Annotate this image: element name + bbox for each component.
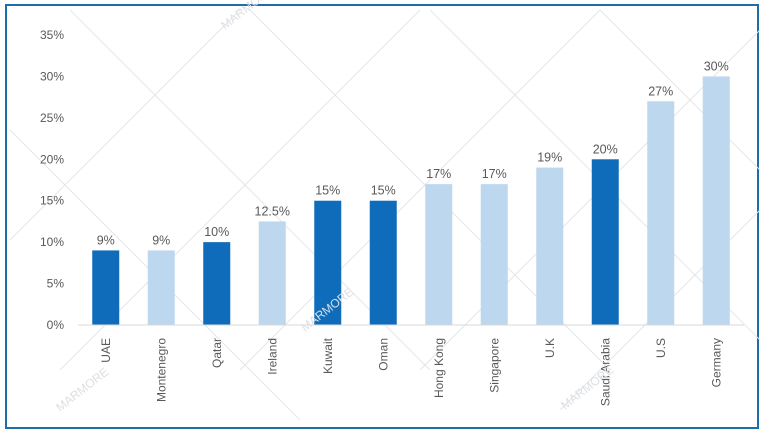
x-tick-label: Hong Kong (432, 338, 446, 398)
x-tick-label: Ireland (265, 338, 279, 375)
x-tick-label: Kuwait (321, 337, 335, 374)
y-axis: 0% 5% 10% 15% 20% 25% 30% 35% (40, 28, 64, 332)
bar (369, 200, 397, 325)
data-label: 12.5% (255, 204, 290, 218)
bar (147, 250, 175, 325)
y-tick-label: 0% (47, 318, 65, 332)
bar (203, 242, 231, 325)
x-tick-label: Montenegro (154, 338, 168, 402)
x-axis: UAE Montenegro Qatar Ireland Kuwait Oman Hong … (78, 324, 744, 406)
x-tick-label: Qatar (210, 338, 224, 368)
bar (591, 159, 619, 325)
data-label: 10% (204, 225, 229, 239)
y-tick-label: 20% (40, 152, 64, 166)
bar (702, 76, 730, 325)
x-tick-label: U.S (654, 338, 668, 358)
bar (536, 167, 564, 325)
bar (480, 184, 508, 325)
y-tick-label: 35% (40, 28, 64, 42)
bar (314, 200, 342, 325)
x-tick-label: U.K (543, 338, 557, 358)
y-tick-label: 15% (40, 194, 64, 208)
x-tick-label: Germany (709, 338, 723, 387)
data-labels: 9% 9% 10% 12.5% 15% 15% 17% 17% 19% 20% 27% 30% (97, 59, 729, 247)
data-label: 20% (593, 142, 618, 156)
data-label: 27% (648, 84, 673, 98)
bar (92, 250, 120, 325)
data-label: 30% (704, 59, 729, 73)
y-tick-label: 25% (40, 111, 64, 125)
bar (647, 101, 675, 326)
x-tick-label: Singapore (487, 338, 501, 393)
x-tick-label: Oman (376, 338, 390, 371)
x-tick-label: UAE (99, 338, 113, 363)
data-label: 15% (371, 184, 396, 198)
y-tick-label: 5% (47, 277, 65, 291)
data-label: 9% (97, 233, 115, 247)
data-label: 17% (426, 167, 451, 181)
y-tick-label: 30% (40, 69, 64, 83)
data-label: 15% (315, 184, 340, 198)
y-tick-label: 10% (40, 235, 64, 249)
x-tick-label: Saudi Arabia (598, 338, 612, 406)
data-label: 17% (482, 167, 507, 181)
data-label: 19% (537, 151, 562, 165)
data-label: 9% (152, 233, 170, 247)
bars (92, 76, 730, 326)
bar (258, 221, 286, 325)
bar (425, 184, 453, 325)
watermark-text: MARMORE (53, 365, 111, 415)
